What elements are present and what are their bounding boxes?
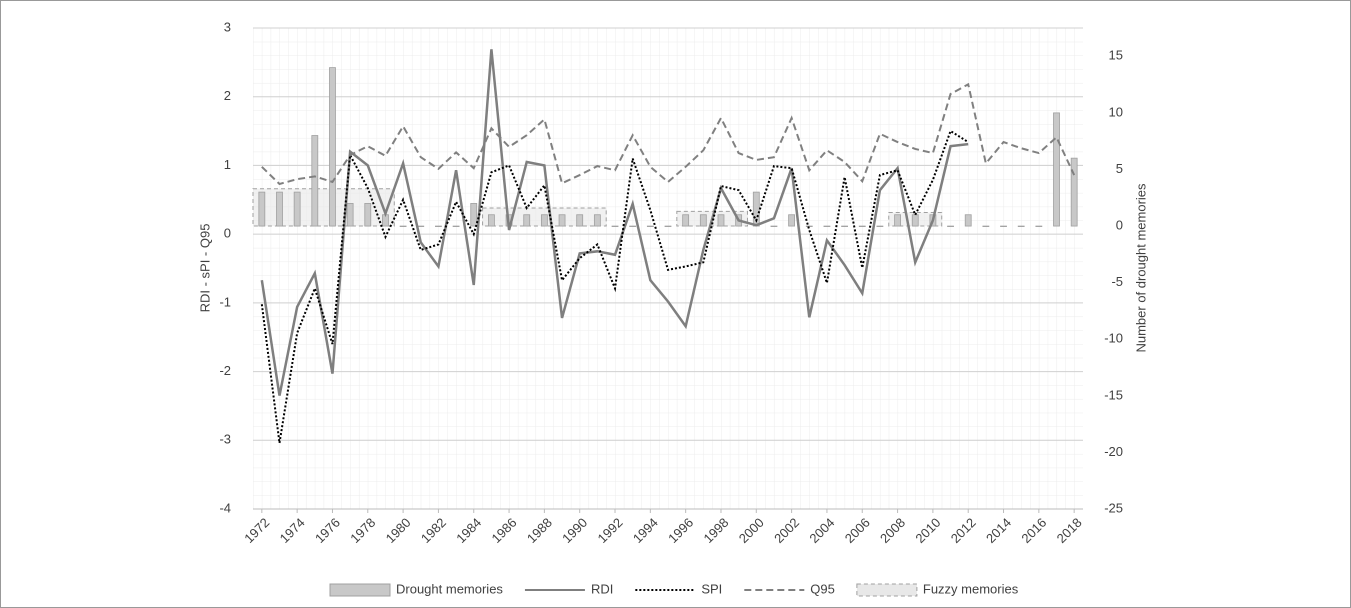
bar xyxy=(488,214,495,227)
minor-grid xyxy=(253,28,1083,509)
legend-label: SPI xyxy=(701,581,722,596)
y-tick-label: -2 xyxy=(219,363,231,378)
y-tick-label: -3 xyxy=(219,432,231,447)
bar xyxy=(1000,225,1007,227)
bar xyxy=(329,67,336,227)
bar xyxy=(258,191,266,227)
bar xyxy=(682,214,690,227)
bar xyxy=(311,135,319,227)
bar xyxy=(346,203,354,227)
legend-label: Q95 xyxy=(810,581,835,596)
y2-tick-label: -15 xyxy=(1104,387,1123,402)
fuzzy-memory xyxy=(252,188,395,227)
bar xyxy=(435,225,442,227)
bar xyxy=(841,225,848,227)
bar xyxy=(699,214,707,227)
bar xyxy=(293,191,301,227)
y2-tick-label: -10 xyxy=(1104,331,1123,346)
y-tick-label: 2 xyxy=(224,88,231,103)
bar xyxy=(1035,225,1043,227)
legend-swatch xyxy=(329,583,391,597)
line xyxy=(260,49,969,396)
bar xyxy=(399,225,407,227)
legend-label: RDI xyxy=(591,581,613,596)
bar xyxy=(894,214,901,227)
legend-swatch xyxy=(856,583,918,597)
bar xyxy=(770,225,778,227)
bar xyxy=(964,214,972,227)
bar xyxy=(540,214,548,227)
y-tick-label: -4 xyxy=(219,500,231,515)
bar xyxy=(876,225,884,227)
bar xyxy=(1053,112,1060,227)
bar xyxy=(417,225,425,227)
bar xyxy=(947,225,954,227)
y-axis-title: RDI - sPI - Q95 xyxy=(197,224,212,313)
y2-tick-label: 10 xyxy=(1109,104,1123,119)
y-tick-label: 1 xyxy=(224,157,231,172)
y2-tick-label: -20 xyxy=(1104,444,1123,459)
bar xyxy=(470,203,478,227)
bar xyxy=(576,214,584,227)
bar xyxy=(858,225,866,227)
bar xyxy=(523,214,531,227)
y-tick-label: -1 xyxy=(219,294,231,309)
bar xyxy=(611,225,619,227)
bar xyxy=(558,214,566,227)
y2-tick-label: 0 xyxy=(1116,217,1123,232)
y-tick-label: 0 xyxy=(224,226,231,241)
bar xyxy=(452,225,460,227)
y2-tick-label: -25 xyxy=(1104,500,1123,515)
bar xyxy=(823,225,831,227)
bar xyxy=(629,225,637,227)
legend-label: Drought memories xyxy=(396,581,503,596)
bar xyxy=(982,225,990,227)
y-tick-label: 3 xyxy=(224,19,231,34)
bar xyxy=(717,214,725,227)
bar xyxy=(1017,225,1025,227)
bar xyxy=(788,214,796,227)
y2-tick-label: -5 xyxy=(1111,274,1123,289)
bar xyxy=(1070,157,1078,227)
line xyxy=(260,129,969,444)
bar xyxy=(364,203,372,227)
bar xyxy=(646,225,654,227)
y2-tick-label: 15 xyxy=(1109,48,1123,63)
bar xyxy=(276,191,283,227)
y2-axis-title: Number of drought memories xyxy=(1133,183,1148,353)
legend-label: Fuzzy memories xyxy=(923,581,1019,596)
bar xyxy=(593,214,601,227)
bar xyxy=(664,225,672,227)
y2-tick-label: 5 xyxy=(1116,161,1123,176)
bar xyxy=(911,214,919,227)
